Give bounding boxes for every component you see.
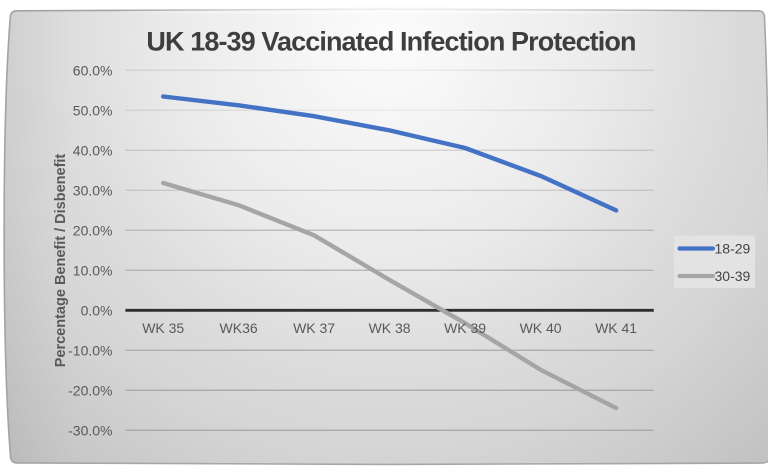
svg-text:-20.0%: -20.0% xyxy=(68,382,112,398)
svg-text:WK36: WK36 xyxy=(220,320,258,336)
svg-text:WK 35: WK 35 xyxy=(142,320,184,336)
svg-text:60.0%: 60.0% xyxy=(73,62,113,78)
svg-text:50.0%: 50.0% xyxy=(73,102,113,118)
svg-text:WK 37: WK 37 xyxy=(293,320,335,336)
svg-text:-30.0%: -30.0% xyxy=(68,422,112,438)
svg-text:Percentage Benefit / Disbenefi: Percentage Benefit / Disbenefit xyxy=(53,154,69,368)
svg-text:10.0%: 10.0% xyxy=(73,262,113,278)
svg-text:WK 39: WK 39 xyxy=(444,320,486,336)
svg-text:WK 38: WK 38 xyxy=(369,320,411,336)
svg-text:0.0%: 0.0% xyxy=(81,302,113,318)
svg-text:UK 18-39 Vaccinated Infection: UK 18-39 Vaccinated Infection Protection xyxy=(146,27,635,57)
svg-text:30.0%: 30.0% xyxy=(73,182,113,198)
svg-text:30-39: 30-39 xyxy=(715,268,751,284)
svg-text:WK 40: WK 40 xyxy=(520,320,562,336)
svg-text:-10.0%: -10.0% xyxy=(68,342,112,358)
svg-text:20.0%: 20.0% xyxy=(73,222,113,238)
svg-text:40.0%: 40.0% xyxy=(73,142,113,158)
svg-text:WK 41: WK 41 xyxy=(595,320,637,336)
svg-text:18-29: 18-29 xyxy=(715,241,751,257)
